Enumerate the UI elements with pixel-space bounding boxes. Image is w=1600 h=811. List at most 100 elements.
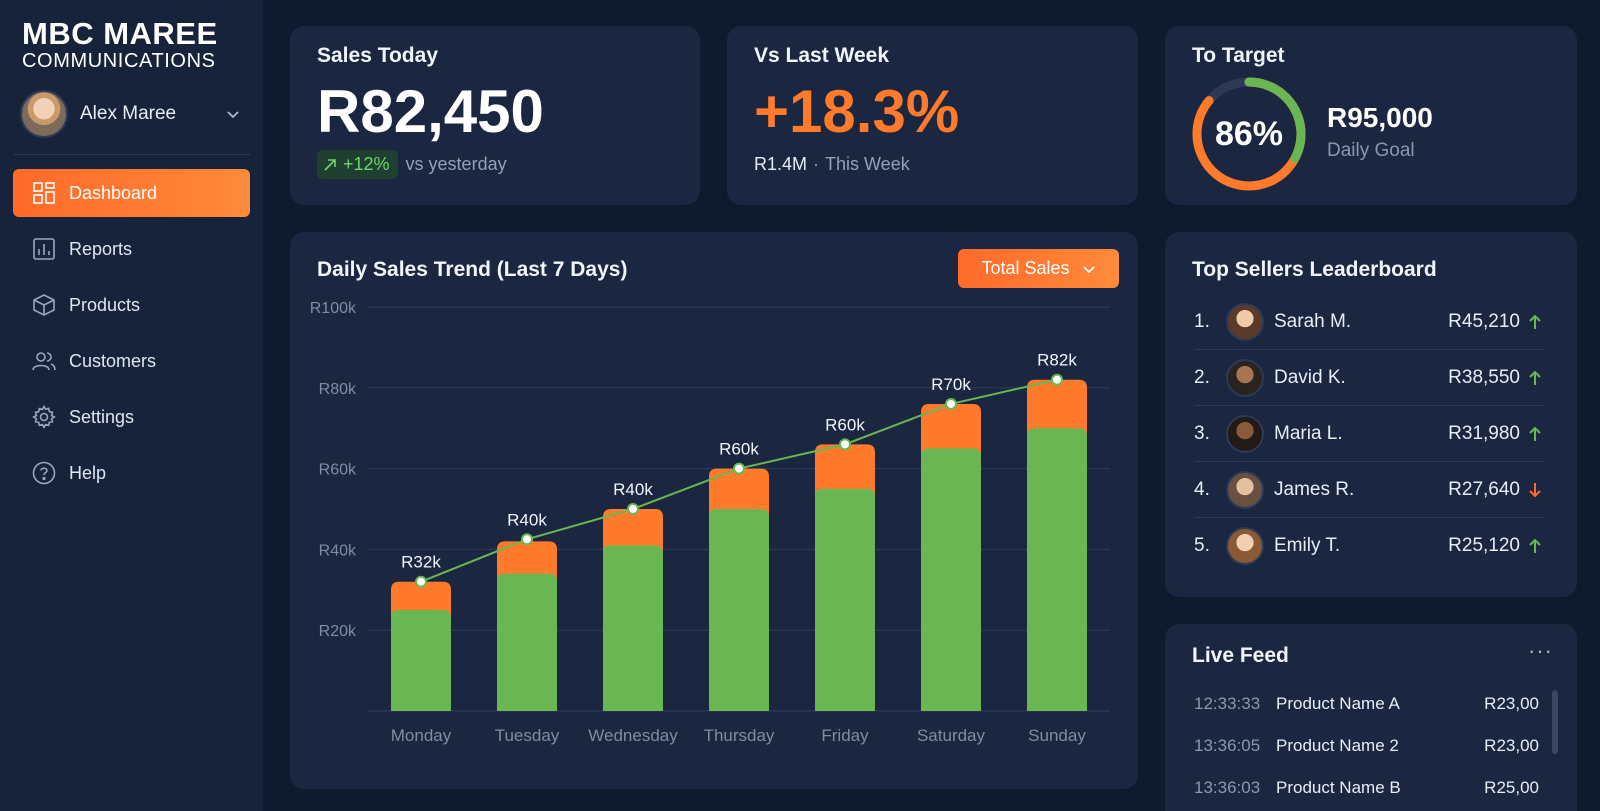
live-feed-card: Live Feed ··· 12:33:33 Product Name A R2… — [1165, 624, 1577, 811]
y-tick-label: R80k — [319, 381, 357, 398]
change-badge: +12% — [317, 150, 398, 179]
help-circle-icon — [31, 460, 57, 486]
data-label: R32k — [401, 553, 441, 572]
rank: 2. — [1194, 366, 1210, 388]
feed-row[interactable]: 13:36:05 Product Name 2 R23,00 — [1194, 736, 1539, 756]
goal-value: R95,000 — [1327, 102, 1433, 133]
trend-point — [627, 503, 639, 515]
dropdown-label: Total Sales — [981, 258, 1070, 278]
sidebar-item-dashboard[interactable]: Dashboard — [13, 169, 250, 217]
vs-last-week-value: +18.3% — [754, 78, 960, 145]
data-label: R40k — [613, 480, 653, 499]
goal-label: Daily Goal — [1327, 140, 1415, 161]
trend-point — [733, 462, 745, 475]
rank: 1. — [1194, 310, 1210, 332]
brand-subtitle: COMMUNICATIONS — [22, 50, 216, 72]
sidebar-nav: Dashboard Reports Products — [13, 169, 250, 505]
brand-logo[interactable]: MBC MAREE COMMUNICATIONS — [22, 16, 218, 73]
avatar — [1226, 358, 1264, 397]
sidebar-item-label: Products — [69, 294, 141, 315]
bar-chart-icon — [31, 236, 57, 262]
card-title: To Target — [1192, 44, 1285, 67]
change-value: +12% — [343, 154, 390, 174]
rank: 4. — [1194, 478, 1210, 500]
sidebar-item-settings[interactable]: Settings — [13, 393, 250, 441]
sidebar-item-products[interactable]: Products — [13, 281, 250, 329]
data-label: R60k — [719, 440, 759, 459]
metric-dropdown[interactable]: Total Sales — [958, 249, 1119, 288]
sidebar-item-label: Customers — [69, 350, 157, 371]
leaderboard-row[interactable]: 4. James R. R27,640 — [1194, 462, 1544, 518]
arrow-up-icon — [1526, 313, 1544, 331]
seller-amount: R45,210 — [1448, 310, 1520, 332]
seller-amount: R31,980 — [1448, 422, 1520, 444]
user-menu[interactable]: Alex Maree — [20, 90, 242, 138]
sales-today-value: R82,450 — [317, 78, 544, 145]
sidebar-item-customers[interactable]: Customers — [13, 337, 250, 385]
arrow-down-icon — [1526, 481, 1544, 499]
sales-today-change-line: +12% vs yesterday — [317, 150, 507, 179]
avatar — [1226, 302, 1264, 341]
y-tick-label: R40k — [319, 542, 357, 559]
vs-last-week-sub: R1.4M · This Week — [754, 154, 910, 175]
avatar — [1226, 470, 1264, 509]
x-tick-label: Saturday — [917, 726, 986, 745]
feed-row[interactable]: 12:33:33 Product Name A R23,00 — [1194, 694, 1539, 714]
leaderboard-row[interactable]: 1. Sarah M. R45,210 — [1194, 294, 1544, 350]
sidebar-item-label: Help — [69, 462, 107, 483]
bar-segment-green — [603, 545, 663, 711]
data-label: R40k — [507, 510, 547, 529]
x-tick-label: Monday — [391, 726, 452, 745]
chevron-down-icon — [1082, 262, 1096, 276]
sidebar-item-help[interactable]: Help — [13, 449, 250, 497]
seller-amount: R25,120 — [1448, 535, 1520, 556]
feed-amount: R23,00 — [1484, 694, 1539, 713]
feed-amount: R23,00 — [1484, 736, 1539, 755]
y-tick-label: R60k — [319, 462, 357, 479]
card-title: Vs Last Week — [754, 44, 890, 67]
chevron-down-icon[interactable] — [224, 105, 242, 123]
trend-point — [521, 533, 533, 546]
x-tick-label: Sunday — [1028, 726, 1086, 745]
feed-product: Product Name A — [1276, 694, 1400, 713]
week-amount: R1.4M — [754, 154, 808, 174]
target-progress-ring — [1192, 77, 1306, 191]
sidebar-item-label: Reports — [69, 238, 133, 259]
sidebar-item-label: Dashboard — [69, 182, 158, 203]
brand-name: MBC MAREE — [22, 16, 218, 51]
ring-arc-green — [1192, 77, 1306, 191]
live-feed-title: Live Feed — [1192, 644, 1289, 667]
leaderboard-row[interactable]: 3. Maria L. R31,980 — [1194, 406, 1544, 462]
x-tick-label: Thursday — [704, 726, 775, 745]
bar-segment-green — [391, 610, 451, 711]
rank: 5. — [1194, 535, 1210, 556]
vs-last-week-card: Vs Last Week +18.3% R1.4M · This Week — [727, 26, 1138, 205]
seller-amount: R38,550 — [1448, 366, 1520, 388]
feed-row[interactable]: 13:36:03 Product Name B R25,00 — [1194, 778, 1539, 798]
card-title: Sales Today — [317, 44, 438, 67]
trend-point — [1051, 373, 1063, 386]
feed-product: Product Name 2 — [1276, 736, 1399, 755]
bar-segment-green — [815, 488, 875, 711]
avatar — [1226, 527, 1264, 565]
feed-scrollbar[interactable] — [1552, 690, 1558, 754]
bar-segment-green — [1027, 428, 1087, 711]
arrow-up-right-icon — [323, 158, 337, 172]
box-icon — [31, 292, 57, 318]
trend-point — [945, 397, 957, 410]
bar-segment-green — [497, 573, 557, 711]
week-label: This Week — [825, 154, 910, 174]
feed-time: 13:36:05 — [1194, 736, 1261, 755]
arrow-up-icon — [1526, 369, 1544, 387]
user-name: Alex Maree — [80, 103, 177, 124]
feed-product: Product Name B — [1276, 778, 1401, 797]
sidebar-item-reports[interactable]: Reports — [13, 225, 250, 273]
leaderboard-row[interactable]: 5. Emily T. R25,120 — [1194, 518, 1544, 574]
trend-point — [415, 575, 427, 588]
leaderboard-row[interactable]: 2. David K. R38,550 — [1194, 350, 1544, 406]
seller-name: David K. — [1274, 366, 1346, 388]
data-label: R70k — [931, 375, 971, 394]
sidebar-item-label: Settings — [69, 406, 135, 427]
more-options-icon[interactable]: ··· — [1528, 638, 1553, 663]
feed-amount: R25,00 — [1484, 778, 1539, 797]
